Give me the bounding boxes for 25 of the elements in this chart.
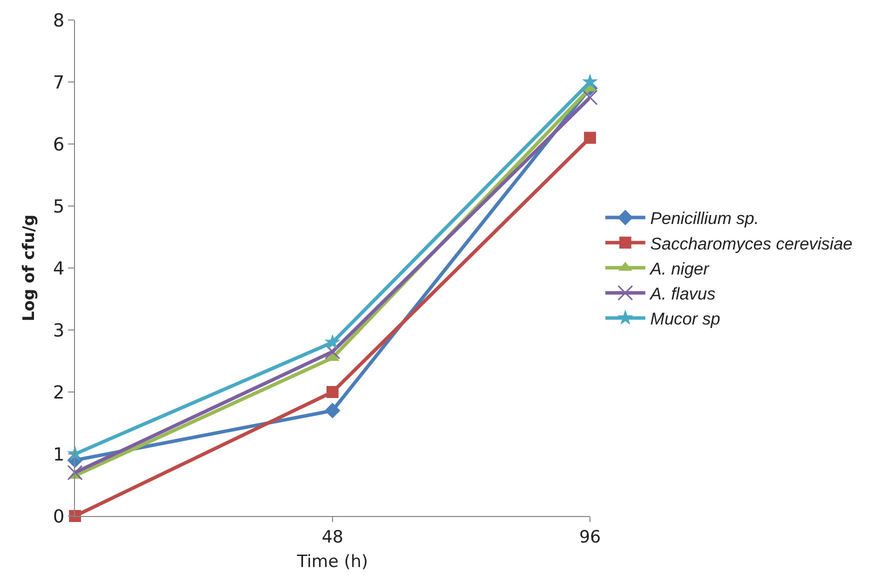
legend-label: Mucor sp	[650, 310, 720, 329]
y-tick-label: 7	[52, 72, 64, 94]
y-tick-label: 2	[52, 382, 64, 404]
y-tick-label: 1	[52, 444, 64, 466]
legend-label: Saccharomyces cerevisiae	[650, 234, 853, 254]
y-axis-title: Log of cfu/g	[18, 214, 38, 322]
point	[582, 90, 598, 106]
y-tick-label: 6	[52, 134, 64, 156]
point	[326, 386, 338, 398]
y-tick-label: 3	[52, 320, 64, 342]
x-tick-label: 48	[322, 527, 344, 548]
point	[67, 464, 83, 480]
y-tick-label: 0	[52, 506, 64, 528]
legend-label: A. niger	[649, 259, 710, 278]
legend-label: A. flavus	[649, 284, 716, 304]
point	[582, 74, 598, 89]
point	[584, 132, 596, 144]
x-tick-label: 96	[579, 527, 601, 548]
y-tick-label: 5	[52, 196, 64, 218]
point	[324, 402, 340, 418]
x-axis-title: Time (h)	[296, 552, 368, 572]
point	[324, 334, 340, 350]
legend-label: Penicillium sp.	[650, 209, 759, 228]
y-tick-label: 8	[52, 10, 64, 32]
y-tick-label: 4	[52, 258, 64, 280]
